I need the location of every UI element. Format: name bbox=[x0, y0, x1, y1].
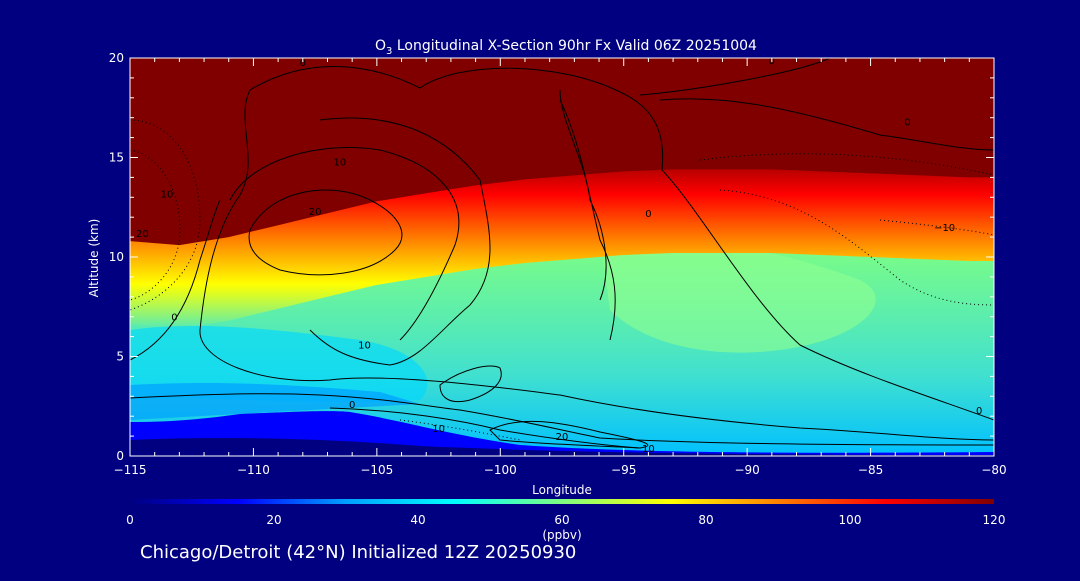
contour-label: 10 bbox=[161, 189, 174, 200]
x-axis-label: Longitude bbox=[532, 483, 592, 497]
contour-label: 0 bbox=[300, 58, 306, 69]
contour-line bbox=[309, 117, 491, 366]
contour-label: 10 bbox=[333, 157, 346, 168]
contour-label: 10 bbox=[358, 341, 371, 352]
contour-line bbox=[229, 147, 460, 341]
contour-label: 0 bbox=[171, 313, 177, 324]
contour-line bbox=[249, 66, 994, 421]
dotted-contour bbox=[399, 419, 521, 441]
x-tick-label: −100 bbox=[484, 463, 517, 477]
x-tick-label: −90 bbox=[734, 463, 759, 477]
contour-label: 0 bbox=[904, 118, 910, 129]
contour-line bbox=[329, 407, 641, 449]
x-tick-label: −105 bbox=[360, 463, 393, 477]
colorbar-tick-label: 120 bbox=[983, 513, 1006, 527]
contour-line bbox=[639, 58, 831, 96]
colorbar-tick-label: 20 bbox=[266, 513, 281, 527]
contour-line bbox=[439, 365, 502, 403]
contour-label: 0 bbox=[349, 400, 355, 411]
contour-label: 20 bbox=[136, 229, 149, 240]
colorbar-ticks: 0 20 40 60 80 100 120 bbox=[126, 513, 1005, 527]
contour-line bbox=[199, 89, 994, 441]
chart-title: O3 Longitudinal X-Section 90hr Fx Valid … bbox=[375, 38, 757, 57]
y-tick-label: 15 bbox=[109, 151, 124, 165]
x-axis: −115 −110 −105 −100 −95 −90 −85 −80 bbox=[114, 58, 1007, 477]
colorbar-tick-label: 60 bbox=[554, 513, 569, 527]
contour-line bbox=[130, 199, 221, 361]
dotted-contour bbox=[719, 189, 994, 306]
contour-dotted-lines bbox=[130, 119, 994, 441]
stratosphere-fill bbox=[130, 58, 994, 246]
colorbar-tick-label: 100 bbox=[839, 513, 862, 527]
contour-label: 0 bbox=[645, 209, 651, 220]
contour-label: 0 bbox=[976, 406, 982, 417]
colorbar-tick-label: 80 bbox=[698, 513, 713, 527]
x-tick-label: −85 bbox=[858, 463, 883, 477]
footer-caption: Chicago/Detroit (42°N) Initialized 12Z 2… bbox=[140, 542, 577, 563]
contour-line bbox=[130, 393, 994, 446]
contour-labels: 0 0 0 10 10 20 20 0 −10 0 10 0 10 20 10 0 bbox=[136, 56, 982, 455]
y-axis: 0 5 10 15 20 bbox=[109, 51, 994, 463]
contour-line bbox=[659, 98, 994, 151]
contour-line bbox=[559, 89, 607, 301]
x-tick-label: −80 bbox=[981, 463, 1006, 477]
x-tick-label: −110 bbox=[237, 463, 270, 477]
contour-label: 20 bbox=[309, 207, 322, 218]
colorbar-tick-label: 40 bbox=[410, 513, 425, 527]
y-tick-label: 0 bbox=[116, 449, 124, 463]
y-tick-label: 20 bbox=[109, 51, 124, 65]
surface-deep-blue bbox=[130, 438, 994, 456]
y-axis-label: Altitude (km) bbox=[87, 219, 101, 298]
contour-line bbox=[559, 99, 616, 341]
colorbar-tick-label: 0 bbox=[126, 513, 134, 527]
contour-lines bbox=[130, 58, 994, 449]
contour-label: −10 bbox=[934, 223, 955, 234]
dotted-contour bbox=[699, 153, 994, 176]
contour-label: 10 bbox=[432, 424, 445, 435]
contour-line bbox=[248, 189, 403, 276]
contour-label: 0 bbox=[769, 56, 775, 67]
field-pocket-bluecyan bbox=[130, 382, 420, 420]
plot-area: 0 0 0 10 10 20 20 0 −10 0 10 0 10 20 10 0 bbox=[130, 56, 994, 456]
x-tick-label: −115 bbox=[114, 463, 147, 477]
y-tick-label: 10 bbox=[109, 250, 124, 264]
contour-label: 10 bbox=[642, 444, 655, 455]
y-tick-label: 5 bbox=[116, 350, 124, 364]
colorbar-unit-label: (ppbv) bbox=[542, 528, 581, 542]
field-pocket bbox=[600, 237, 876, 353]
colorbar bbox=[130, 499, 994, 504]
contour-label: 20 bbox=[556, 432, 569, 443]
x-tick-label: −95 bbox=[611, 463, 636, 477]
contour-line bbox=[489, 420, 649, 449]
